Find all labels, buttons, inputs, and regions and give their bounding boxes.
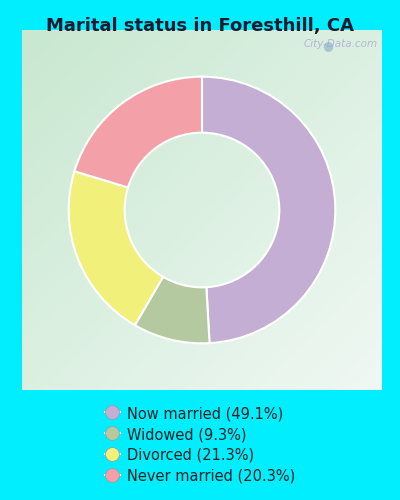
Wedge shape bbox=[74, 76, 202, 188]
Wedge shape bbox=[202, 76, 335, 343]
Wedge shape bbox=[135, 277, 210, 344]
Text: City-Data.com: City-Data.com bbox=[304, 40, 378, 50]
Text: Marital status in Foresthill, CA: Marital status in Foresthill, CA bbox=[46, 18, 354, 36]
Text: ●: ● bbox=[322, 40, 333, 52]
Legend: Now married (49.1%), Widowed (9.3%), Divorced (21.3%), Never married (20.3%): Now married (49.1%), Widowed (9.3%), Div… bbox=[105, 406, 295, 484]
Wedge shape bbox=[69, 171, 163, 325]
